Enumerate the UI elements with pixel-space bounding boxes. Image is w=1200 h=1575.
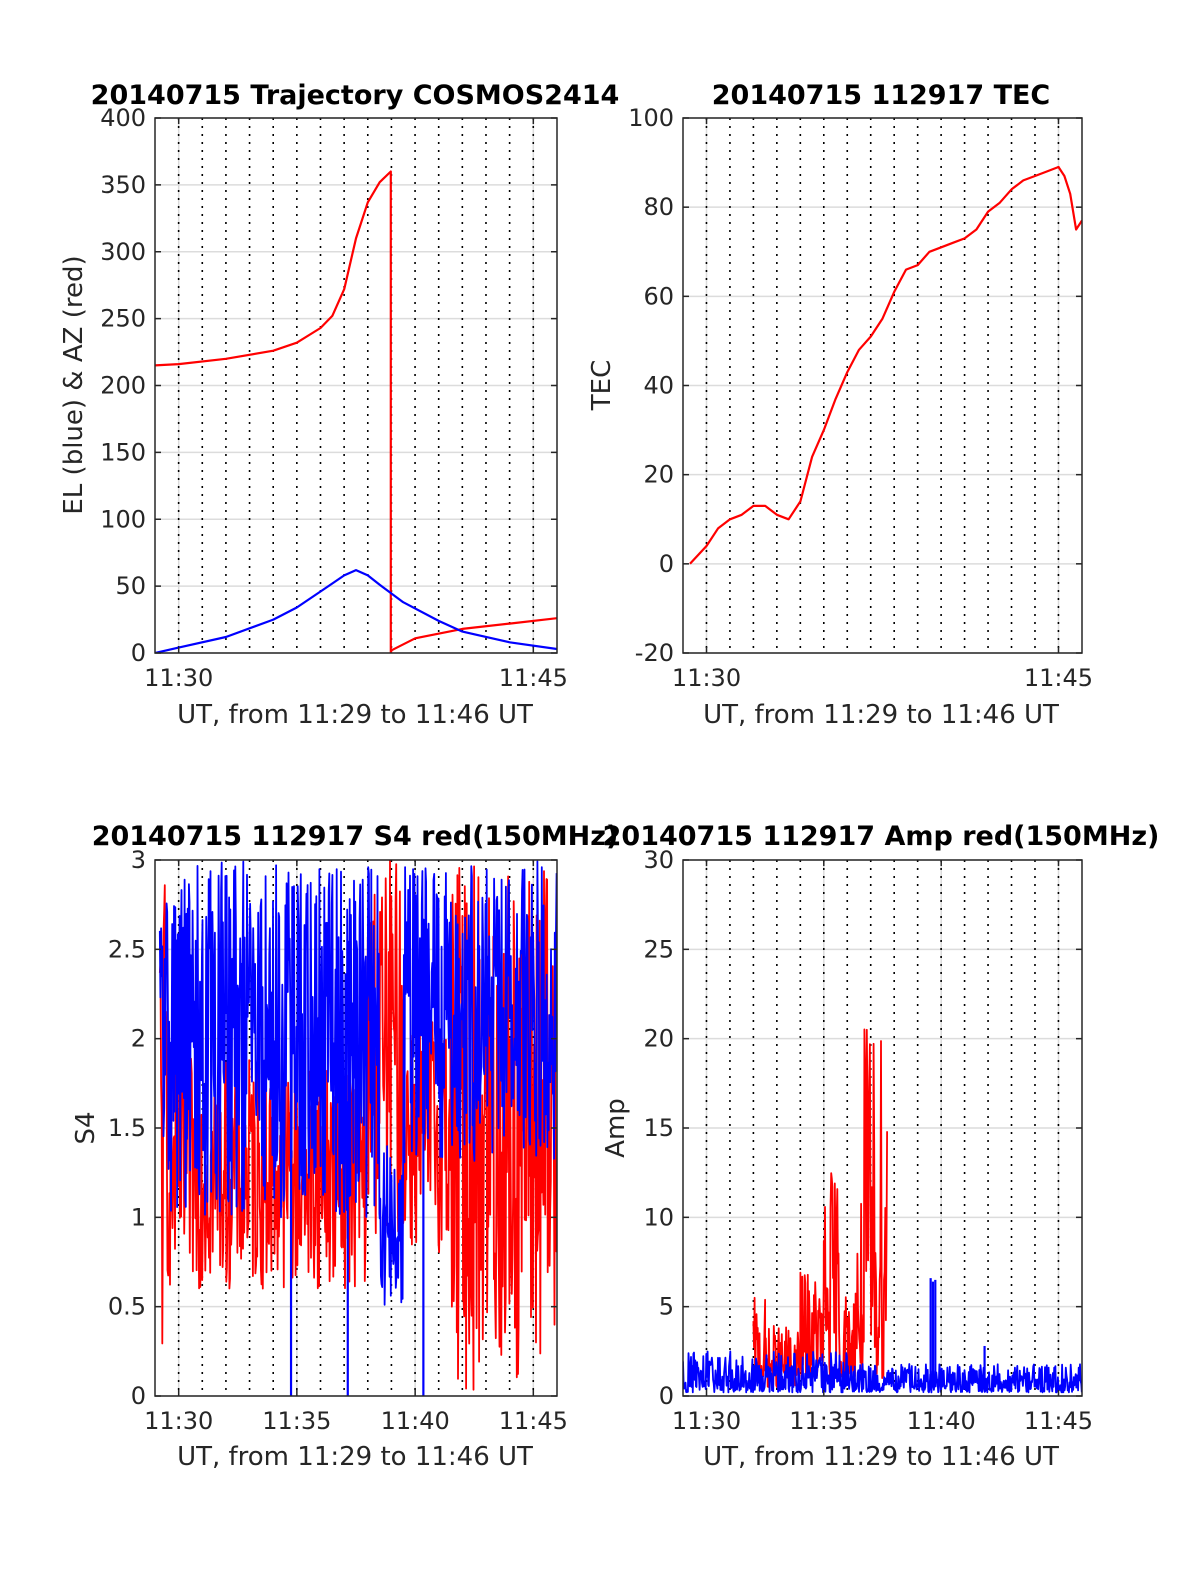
y-tick-label: 10 <box>643 1203 674 1231</box>
y-tick-label: 1.5 <box>108 1114 146 1142</box>
tec-y-label: TEC <box>587 360 617 411</box>
x-tick-label: 11:40 <box>381 1407 450 1435</box>
series-line <box>158 860 557 1306</box>
y-tick-label: 100 <box>100 505 146 533</box>
s4-title: 20140715 112917 S4 red(150MHz) <box>92 821 619 852</box>
amp-panel: 20140715 112917 Amp red(150MHz) UT, from… <box>601 821 1159 1472</box>
series-line <box>689 165 1082 565</box>
y-tick-label: 50 <box>115 572 146 600</box>
s4-panel: 20140715 112917 S4 red(150MHz) UT, from … <box>71 821 618 1472</box>
y-tick-label: 1 <box>131 1203 146 1231</box>
y-tick-label: 0 <box>131 639 146 667</box>
trajectory-y-label: EL (blue) & AZ (red) <box>59 255 89 514</box>
x-tick-label: 11:45 <box>1024 1407 1093 1435</box>
y-tick-label: 30 <box>643 846 674 874</box>
y-tick-label: 250 <box>100 305 146 333</box>
data-layer <box>689 165 1082 565</box>
tec-x-label: UT, from 11:29 to 11:46 UT <box>703 700 1059 730</box>
series-line <box>155 170 557 653</box>
trajectory-x-label: UT, from 11:29 to 11:46 UT <box>177 700 533 730</box>
y-tick-label: 20 <box>643 1025 674 1053</box>
y-tick-label: -20 <box>635 639 674 667</box>
trajectory-title: 20140715 Trajectory COSMOS2414 <box>91 80 620 111</box>
y-tick-label: 150 <box>100 438 146 466</box>
series-line <box>752 1028 888 1388</box>
y-tick-label: 60 <box>643 282 674 310</box>
y-tick-label: 20 <box>643 461 674 489</box>
series-line <box>683 1350 1082 1394</box>
x-tick-label: 11:30 <box>144 1407 213 1435</box>
y-tick-label: 3 <box>131 846 146 874</box>
y-tick-label: 80 <box>643 193 674 221</box>
y-tick-label: 400 <box>100 104 146 132</box>
data-layer <box>158 860 557 1396</box>
x-tick-label: 11:45 <box>499 664 568 692</box>
x-tick-label: 11:35 <box>262 1407 331 1435</box>
y-tick-label: 40 <box>643 372 674 400</box>
data-layer <box>155 170 557 653</box>
x-tick-label: 11:45 <box>499 1407 568 1435</box>
x-tick-label: 11:30 <box>672 1407 741 1435</box>
y-tick-label: 300 <box>100 238 146 266</box>
y-tick-label: 0.5 <box>108 1293 146 1321</box>
y-tick-label: 25 <box>643 935 674 963</box>
tec-title: 20140715 112917 TEC <box>712 80 1051 111</box>
y-tick-label: 350 <box>100 171 146 199</box>
s4-y-label: S4 <box>71 1111 101 1144</box>
trajectory-panel: 20140715 Trajectory COSMOS2414 UT, from … <box>59 80 619 730</box>
tec-panel: 20140715 112917 TEC UT, from 11:29 to 11… <box>587 80 1093 730</box>
s4-x-label: UT, from 11:29 to 11:46 UT <box>177 1442 533 1472</box>
y-tick-label: 5 <box>659 1293 674 1321</box>
x-tick-label: 11:45 <box>1024 664 1093 692</box>
x-tick-label: 11:30 <box>672 664 741 692</box>
amp-title: 20140715 112917 Amp red(150MHz) <box>603 821 1160 852</box>
amp-x-label: UT, from 11:29 to 11:46 UT <box>703 1442 1059 1472</box>
x-tick-label: 11:35 <box>789 1407 858 1435</box>
y-tick-label: 0 <box>659 550 674 578</box>
series-line <box>155 568 557 653</box>
y-tick-label: 0 <box>131 1382 146 1410</box>
y-tick-label: 15 <box>643 1114 674 1142</box>
amp-y-label: Amp <box>601 1098 631 1158</box>
y-tick-label: 2 <box>131 1025 146 1053</box>
x-tick-label: 11:30 <box>144 664 213 692</box>
y-tick-label: 200 <box>100 372 146 400</box>
x-tick-label: 11:40 <box>907 1407 976 1435</box>
data-layer <box>683 1028 1082 1394</box>
y-tick-label: 100 <box>628 104 674 132</box>
y-tick-label: 0 <box>659 1382 674 1410</box>
y-tick-label: 2.5 <box>108 935 146 963</box>
